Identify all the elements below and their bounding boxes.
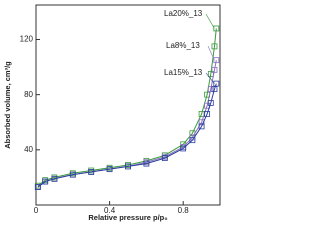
y-tick-label: 120 xyxy=(20,35,34,44)
x-tick-label: 0.4 xyxy=(104,206,116,215)
series-line xyxy=(37,28,217,187)
data-point xyxy=(207,100,214,106)
data-point xyxy=(198,119,205,126)
label-arrow xyxy=(207,45,215,61)
y-tick-label: 80 xyxy=(24,90,33,99)
x-axis-label: Relative pressure p/p₀ xyxy=(88,213,167,222)
data-point xyxy=(211,43,218,50)
data-point xyxy=(198,123,205,130)
data-point xyxy=(34,184,41,190)
x-tick-label: 0 xyxy=(34,206,39,215)
data-point xyxy=(207,86,214,93)
series-line xyxy=(37,83,217,188)
data-point xyxy=(204,111,211,117)
data-point xyxy=(213,80,220,87)
data-point xyxy=(213,25,220,32)
x-tick-label: 0.8 xyxy=(178,206,190,215)
data-point xyxy=(189,137,196,144)
data-point xyxy=(42,178,49,185)
y-tick-label: 40 xyxy=(24,145,33,154)
data-point xyxy=(143,160,150,167)
data-point xyxy=(125,163,131,170)
y-axis-label: Absorbed volume, cm³/g xyxy=(3,61,12,149)
data-point xyxy=(88,168,95,175)
data-point xyxy=(51,175,58,182)
data-point xyxy=(69,171,76,178)
data-point xyxy=(213,57,220,64)
data-point xyxy=(211,66,218,73)
label-arrow xyxy=(205,72,215,84)
series-label: La8%_13 xyxy=(166,41,200,50)
plot-frame xyxy=(35,4,221,206)
data-point xyxy=(180,145,187,152)
data-point xyxy=(161,155,168,162)
data-point xyxy=(211,86,218,93)
series-line xyxy=(37,60,217,188)
series-label: La20%_13 xyxy=(164,9,203,18)
chart: Relative pressure p/p₀ Absorbed volume, … xyxy=(3,4,221,222)
label-arrow xyxy=(205,13,215,29)
data-point xyxy=(106,166,113,173)
series-label: La15%_13 xyxy=(164,68,203,77)
